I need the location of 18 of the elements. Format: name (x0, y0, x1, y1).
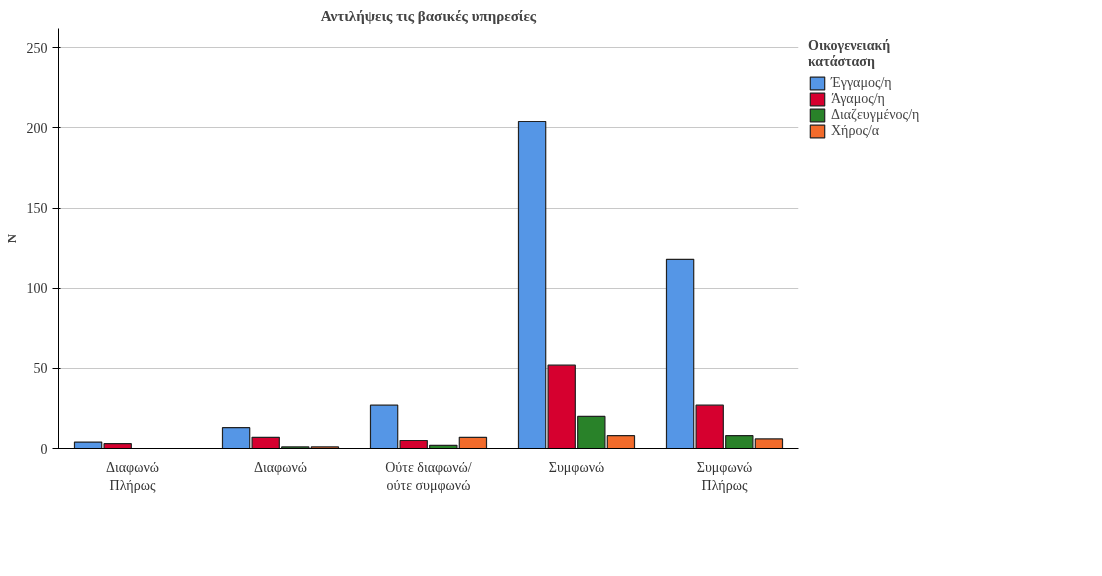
y-tick-label: 250 (26, 40, 48, 56)
y-tick-label: 100 (26, 281, 48, 297)
x-tick-label: Ούτε διαφωνώ/ ούτε συμφωνώ (385, 459, 472, 493)
x-tick-label: Συμφωνώ (548, 459, 605, 475)
y-tick-label: 150 (26, 201, 48, 217)
legend-title: Οικογενειακή κατάσταση (808, 38, 892, 70)
y-tick-label: 0 (40, 441, 48, 457)
legend-label: Διαζευγμένος/η (831, 107, 920, 123)
legend-label: Έγγαμος/η (831, 75, 892, 91)
x-tick-label: Διαφωνώ (254, 459, 307, 475)
x-tick-label: Συμφωνώ Πλήρως (696, 459, 753, 493)
x-tick-label: Διαφωνώ Πλήρως (106, 459, 159, 493)
chart-title: Αντιλήψεις τις βασικές υπηρεσίες (320, 7, 537, 24)
y-tick-label: 200 (26, 120, 48, 136)
y-tick-label: 50 (33, 361, 48, 377)
legend-label: Άγαμος/η (831, 91, 885, 107)
legend-label: Χήρος/α (831, 123, 880, 139)
y-axis-title: N (3, 233, 19, 244)
